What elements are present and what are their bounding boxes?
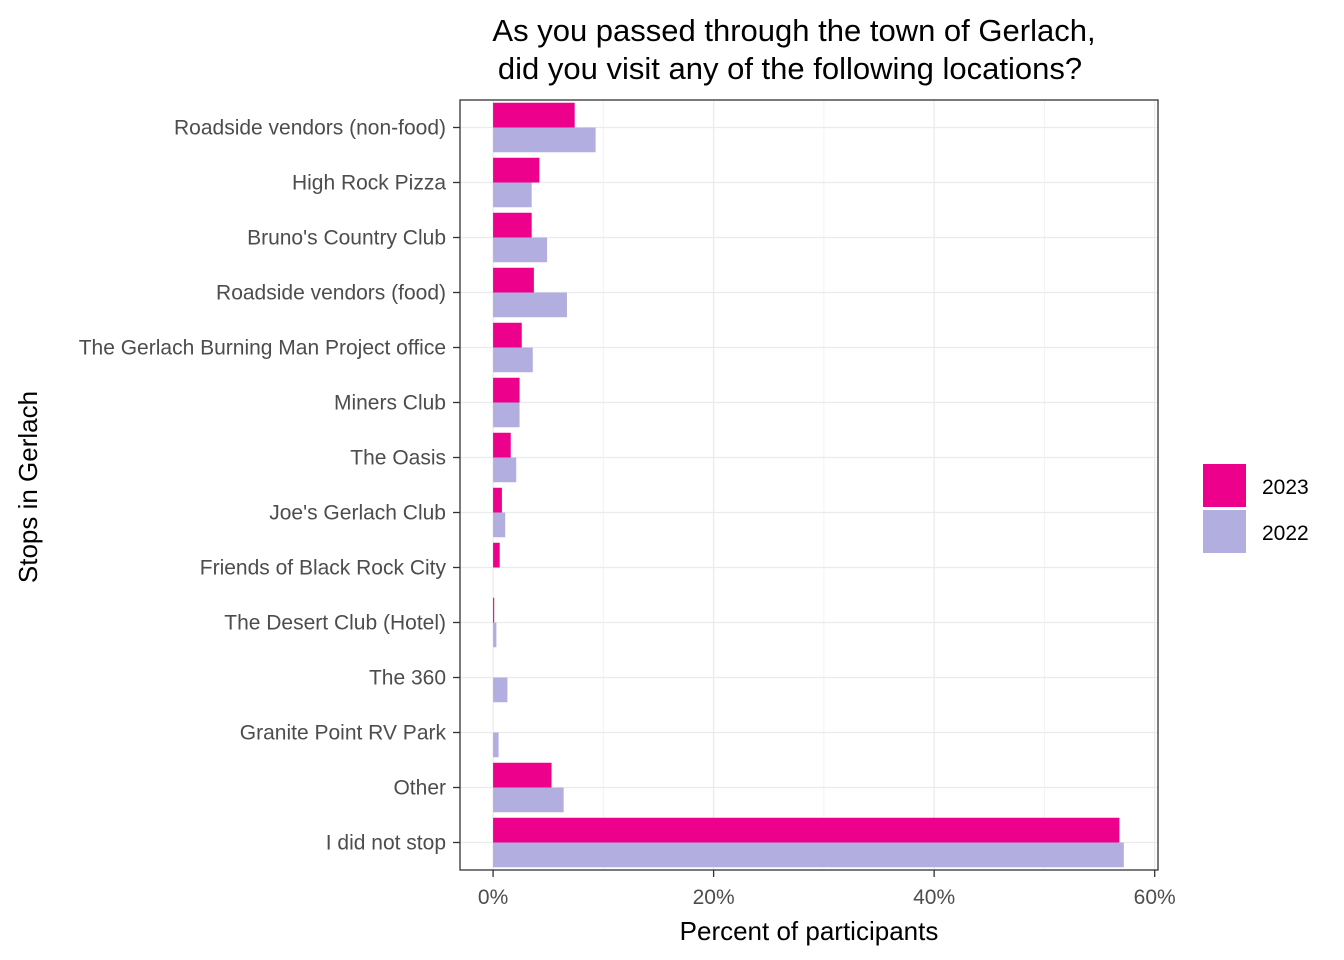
- y-tick-label: The Oasis: [350, 447, 446, 470]
- bar-2023-13: [493, 762, 552, 788]
- plot-border: [459, 99, 1159, 871]
- y-tick-label: Joe's Gerlach Club: [269, 502, 446, 525]
- bar-2022-7: [493, 457, 517, 483]
- legend-label-2022: 2022: [1262, 522, 1309, 545]
- y-tick-label: The 360: [369, 667, 446, 690]
- bar-2023-7: [493, 432, 511, 458]
- bar-2022-14: [493, 842, 1124, 868]
- y-tick-label: Other: [393, 777, 446, 800]
- bar-2023-4: [493, 267, 534, 293]
- bar-2022-5: [493, 347, 533, 373]
- y-tick-label: Bruno's Country Club: [247, 227, 446, 250]
- y-tick-label: High Rock Pizza: [292, 172, 446, 195]
- y-tick-label: Friends of Black Rock City: [200, 557, 447, 580]
- y-tick-label: Roadside vendors (non-food): [174, 117, 446, 140]
- y-tick-label: Granite Point RV Park: [240, 722, 447, 745]
- bar-2023-9: [493, 542, 500, 568]
- y-tick-label: Miners Club: [334, 392, 446, 415]
- legend: 2023 2022: [1203, 464, 1309, 553]
- legend-swatch-2023: [1203, 464, 1246, 507]
- bar-2022-2: [493, 182, 532, 208]
- bar-2022-10: [493, 622, 497, 648]
- bar-2022-12: [493, 732, 499, 758]
- bar-2022-3: [493, 237, 548, 263]
- bar-2022-11: [493, 677, 508, 703]
- legend-swatch-2022: [1203, 510, 1246, 553]
- chart-title-line-2: did you visit any of the following locat…: [498, 51, 1082, 86]
- bar-2023-1: [493, 102, 575, 128]
- bar-2022-6: [493, 402, 520, 428]
- bar-2022-1: [493, 127, 596, 153]
- y-tick-label: The Desert Club (Hotel): [224, 612, 446, 635]
- bar-2023-10: [493, 597, 495, 623]
- chart-title-line-1: As you passed through the town of Gerlac…: [492, 13, 1095, 48]
- x-tick-label: 40%: [913, 886, 955, 909]
- bar-2023-3: [493, 212, 532, 238]
- y-tick-label: The Gerlach Burning Man Project office: [79, 337, 446, 360]
- legend-label-2023: 2023: [1262, 476, 1309, 499]
- bar-2023-2: [493, 157, 540, 183]
- x-axis-title: Percent of participants: [680, 916, 939, 946]
- x-tick-label: 20%: [693, 886, 735, 909]
- plot-background: [460, 100, 1158, 870]
- bar-2023-8: [493, 487, 502, 513]
- x-tick-label: 0%: [478, 886, 508, 909]
- y-axis-title: Stops in Gerlach: [13, 391, 43, 583]
- bar-2022-4: [493, 292, 567, 318]
- bar-2022-8: [493, 512, 506, 538]
- y-tick-label: I did not stop: [326, 832, 446, 855]
- bar-2023-14: [493, 817, 1120, 843]
- bar-2022-13: [493, 787, 564, 813]
- y-tick-label: Roadside vendors (food): [216, 282, 446, 305]
- bar-2023-5: [493, 322, 522, 348]
- plot-area: Roadside vendors (non-food) High Rock Piz…: [79, 99, 1176, 909]
- chart-title: As you passed through the town of Gerlac…: [492, 13, 1095, 86]
- x-tick-label: 60%: [1134, 886, 1176, 909]
- bar-2023-6: [493, 377, 520, 403]
